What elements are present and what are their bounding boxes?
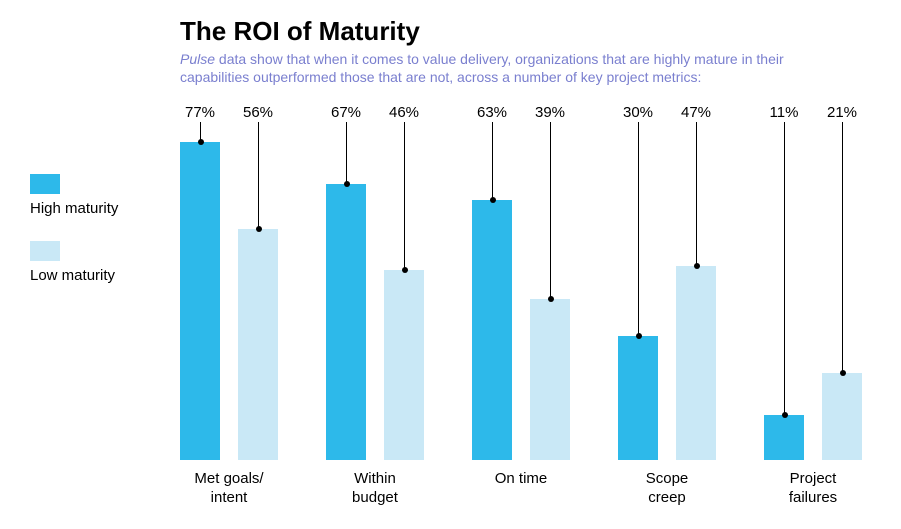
leader-line: [696, 122, 697, 266]
bar-low: [676, 266, 716, 460]
value-label: 21%: [827, 104, 857, 121]
leader-line: [258, 122, 259, 229]
leader-line: [638, 122, 639, 336]
bar-low: [384, 270, 424, 460]
figure-root: The ROI of Maturity Pulse data show that…: [0, 0, 901, 529]
subtitle-rest: data show that when it comes to value de…: [180, 51, 784, 85]
chart-title: The ROI of Maturity: [180, 16, 420, 47]
bar-high: [472, 200, 512, 460]
bar-group: [326, 130, 424, 460]
leader-line: [404, 122, 405, 270]
bar-group: [180, 130, 278, 460]
category-label: Scope creep: [646, 470, 689, 508]
value-label: 39%: [535, 104, 565, 121]
leader-line: [346, 122, 347, 184]
value-label: 11%: [770, 104, 799, 121]
bar-high: [326, 184, 366, 460]
leader-line: [200, 122, 201, 142]
bar-high: [180, 142, 220, 460]
legend-swatch: [30, 174, 60, 194]
value-label: 63%: [477, 104, 507, 121]
value-label: 67%: [331, 104, 361, 121]
bar-low: [530, 299, 570, 460]
category-label: Within budget: [352, 470, 398, 508]
leader-line: [492, 122, 493, 200]
bar-high: [618, 336, 658, 460]
leader-line: [550, 122, 551, 299]
leader-line: [842, 122, 843, 373]
value-label: 30%: [623, 104, 653, 121]
bar-group: [764, 130, 862, 460]
bar-high: [764, 415, 804, 460]
value-label: 46%: [389, 104, 419, 121]
category-label: On time: [495, 470, 548, 489]
chart-area: 77%56%Met goals/ intent67%46%Within budg…: [180, 130, 880, 460]
value-label: 47%: [681, 104, 711, 121]
bar-low: [822, 373, 862, 460]
bar-group: [618, 130, 716, 460]
legend-label: Low maturity: [30, 267, 140, 286]
subtitle-lead-italic: Pulse: [180, 51, 215, 67]
legend-swatch: [30, 241, 60, 261]
category-label: Met goals/ intent: [194, 470, 263, 508]
bar-low: [238, 229, 278, 460]
value-label: 56%: [243, 104, 273, 121]
leader-line: [784, 122, 785, 415]
chart-subtitle: Pulse data show that when it comes to va…: [180, 50, 840, 86]
legend-label: High maturity: [30, 200, 140, 219]
value-label: 77%: [185, 104, 215, 121]
legend-item: Low maturity: [30, 241, 140, 286]
legend-item: High maturity: [30, 174, 140, 219]
category-label: Project failures: [789, 470, 837, 508]
bar-group: [472, 130, 570, 460]
legend: High maturity Low maturity: [30, 174, 140, 308]
